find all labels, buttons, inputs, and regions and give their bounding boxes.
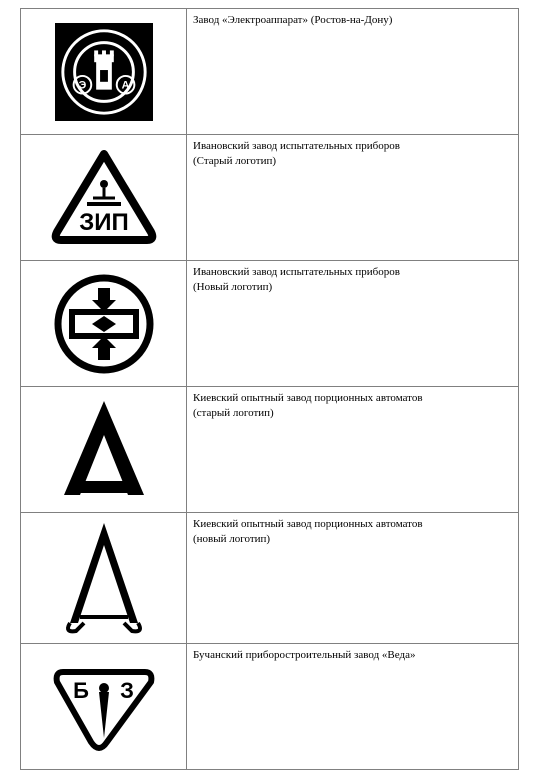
logo-shield-bz: Б З — [27, 650, 180, 763]
logo-cell-2 — [21, 261, 187, 387]
logo-cell-3 — [21, 387, 187, 513]
logo-cell-1: ЗИП — [21, 135, 187, 261]
logo-circle-arrows — [27, 267, 180, 380]
table-row: ЗИП Ивановский завод испытательных прибо… — [21, 135, 519, 261]
desc-cell-0: Завод «Электроаппарат» (Ростов-на-Дону) — [187, 9, 519, 135]
description-text: Бучанский приборостроительный завод «Вед… — [193, 649, 416, 661]
svg-text:Э: Э — [78, 79, 86, 91]
svg-text:Б: Б — [73, 678, 89, 703]
description-text: Ивановский завод испытательных приборов(… — [193, 266, 400, 293]
table-row: Э А Завод «Электроаппарат» (Ростов-на-До… — [21, 9, 519, 135]
logo-table: Э А Завод «Электроаппарат» (Ростов-на-До… — [20, 8, 519, 770]
svg-text:А: А — [121, 79, 129, 91]
logo-zip-triangle: ЗИП — [27, 141, 180, 254]
desc-cell-5: Бучанский приборостроительный завод «Вед… — [187, 644, 519, 770]
desc-cell-1: Ивановский завод испытательных приборов(… — [187, 135, 519, 261]
desc-cell-4: Киевский опытный завод порционных автома… — [187, 513, 519, 644]
svg-text:ЗИП: ЗИП — [79, 209, 129, 236]
description-text: Завод «Электроаппарат» (Ростов-на-Дону) — [193, 14, 392, 26]
logo-a-letter-new — [27, 519, 180, 637]
description-text: Киевский опытный завод порционных автома… — [193, 518, 423, 545]
description-text: Ивановский завод испытательных приборов(… — [193, 140, 400, 167]
table-row: Ивановский завод испытательных приборов(… — [21, 261, 519, 387]
desc-cell-3: Киевский опытный завод порционных автома… — [187, 387, 519, 513]
table-row: Киевский опытный завод порционных автома… — [21, 387, 519, 513]
description-text: Киевский опытный завод порционных автома… — [193, 392, 423, 419]
logo-cell-5: Б З — [21, 644, 187, 770]
table-row: Б З Бучанский приборостроительный завод … — [21, 644, 519, 770]
desc-cell-2: Ивановский завод испытательных приборов(… — [187, 261, 519, 387]
logo-cell-4 — [21, 513, 187, 644]
logo-cell-0: Э А — [21, 9, 187, 135]
logo-elektroapparat: Э А — [27, 15, 180, 128]
svg-text:З: З — [120, 678, 134, 703]
table-row: Киевский опытный завод порционных автома… — [21, 513, 519, 644]
logo-a-letter-old — [27, 393, 180, 506]
